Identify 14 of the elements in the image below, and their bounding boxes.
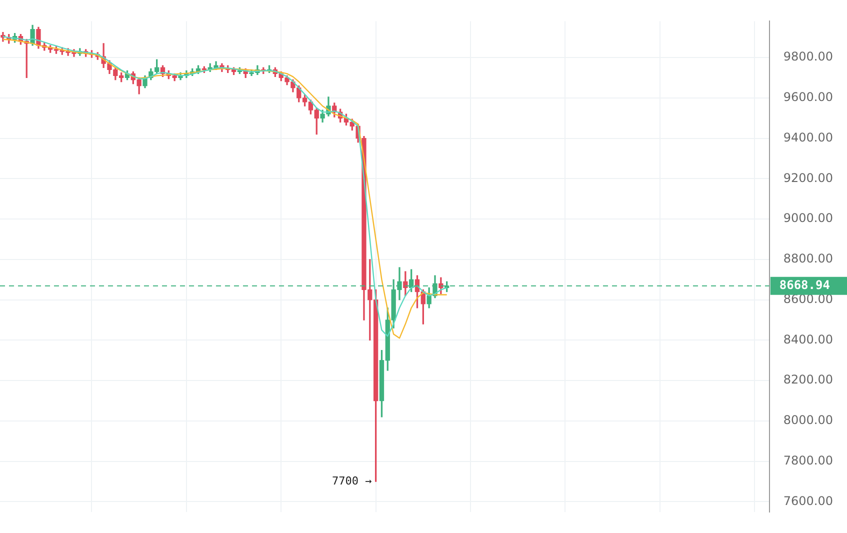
annotation: 7700 →	[332, 474, 372, 488]
y-tick-label: 9200.00	[783, 170, 833, 185]
y-tick-label: 8400.00	[783, 332, 833, 346]
y-tick-label: 9400.00	[783, 130, 833, 144]
y-tick-label: 9600.00	[783, 90, 833, 104]
y-tick-label: 8200.00	[783, 372, 833, 387]
ref-line-label: 8668.94	[779, 278, 830, 292]
y-tick-label: 8600.00	[783, 292, 833, 306]
y-tick-label: 9800.00	[783, 50, 833, 64]
y-tick-label: 7800.00	[783, 453, 833, 468]
y-tick-label: 8800.00	[783, 252, 833, 266]
y-tick-label: 9000.00	[783, 211, 833, 226]
y-tick-label: 7600.00	[783, 494, 833, 508]
y-tick-label: 8000.00	[783, 413, 833, 428]
